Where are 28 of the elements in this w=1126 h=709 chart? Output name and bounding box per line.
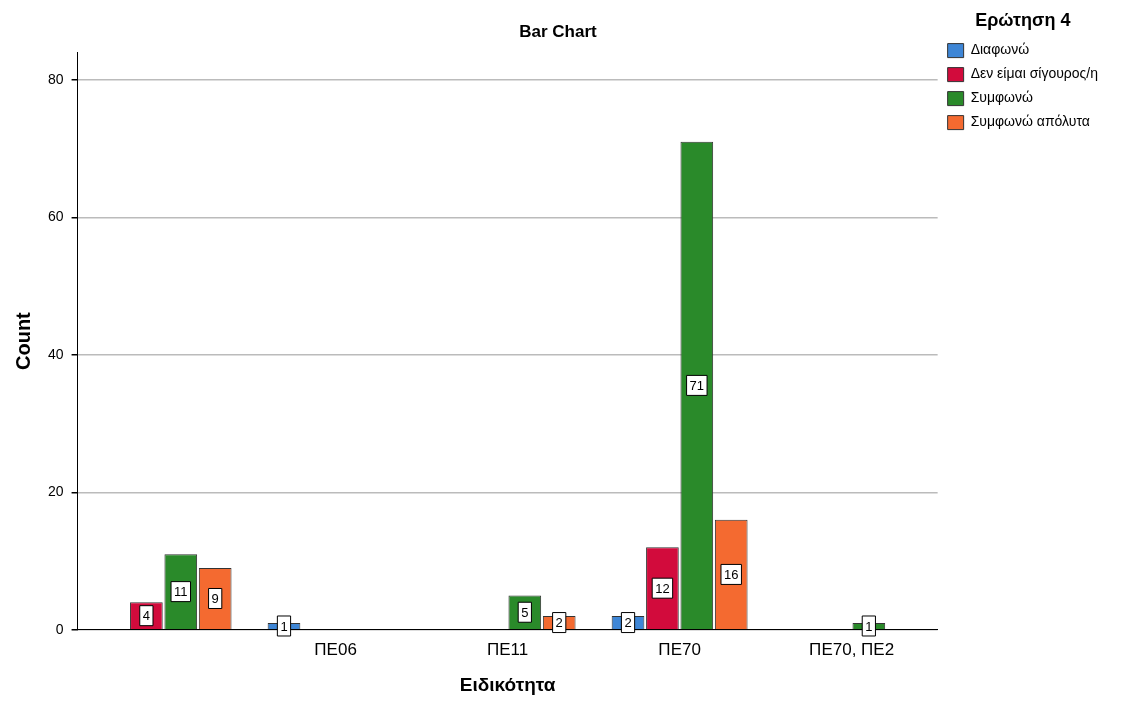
data-label: 2 (624, 615, 632, 631)
data-label: 5 (521, 604, 529, 620)
x-tick-label: ΠΕ11 (486, 639, 529, 659)
data-label: 2 (555, 615, 563, 631)
x-tick-label: ΠΕ06 (314, 639, 357, 659)
legend-title: Ερώτηση 4 (975, 9, 1071, 30)
data-label: 12 (655, 580, 670, 596)
data-label: 9 (211, 591, 219, 607)
data-label: 1 (280, 618, 288, 634)
x-axis-title: Ειδικότητα (459, 673, 556, 695)
y-tick-label: 60 (47, 208, 64, 225)
y-axis-title: Count (11, 311, 34, 370)
y-tick-label: 0 (55, 620, 64, 637)
legend-label: Διαφωνώ (970, 41, 1030, 58)
data-label: 16 (723, 567, 739, 583)
data-label: 71 (689, 377, 705, 393)
legend-label: Συμφωνώ (970, 89, 1034, 106)
data-label: 11 (174, 584, 188, 600)
x-tick-label: ΠΕ70 (658, 639, 701, 659)
data-label: 4 (142, 608, 150, 624)
data-label: 1 (865, 618, 873, 634)
legend-label: Συμφωνώ απόλυτα (970, 113, 1090, 130)
chart-title: Bar Chart (519, 21, 598, 41)
y-tick-label: 80 (47, 70, 64, 87)
x-tick-label: ΠΕ70, ΠΕ2 (809, 639, 895, 659)
y-tick-label: 20 (47, 483, 64, 500)
legend-label: Δεν είμαι σίγουρος/η (970, 65, 1099, 82)
y-tick-label: 40 (47, 345, 64, 362)
